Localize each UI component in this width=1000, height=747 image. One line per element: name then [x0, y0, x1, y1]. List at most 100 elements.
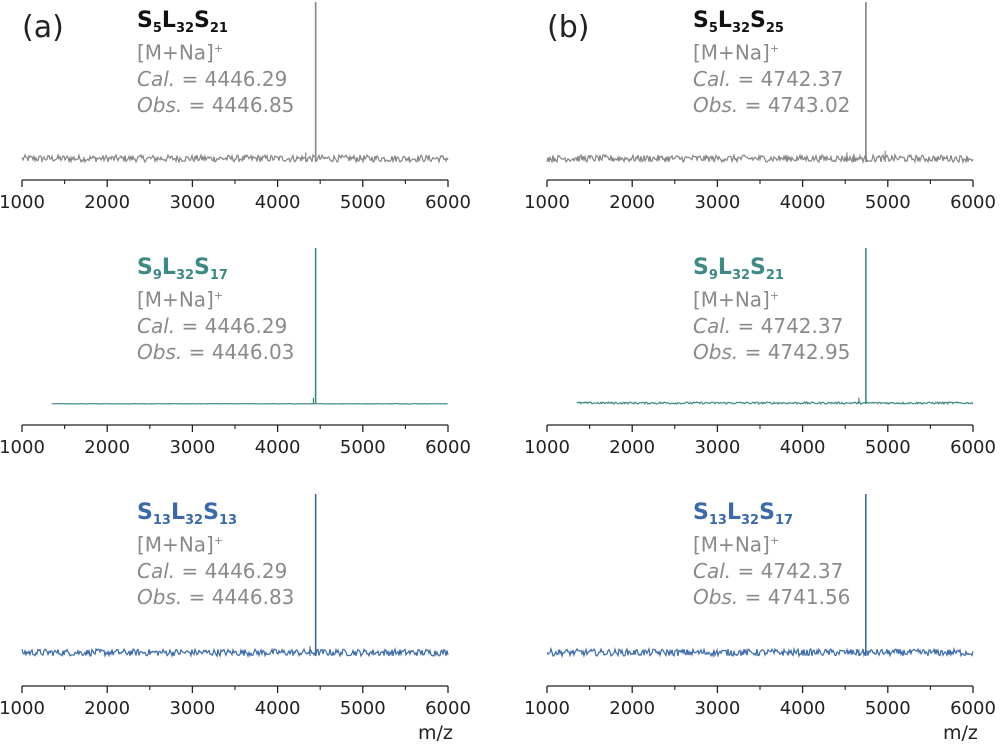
- x-tick-label: 1000: [524, 698, 570, 719]
- peak-annotation: S5L32S25 [M+Na]+ Cal. = 4742.37 Obs. = 4743…: [693, 8, 850, 118]
- calculated-mass-label: Cal.: [137, 313, 176, 338]
- ion-text: [M+Na]: [693, 40, 770, 65]
- x-axis: 1000 2000 3000 4000 5000 6000: [0, 179, 471, 213]
- x-tick-label: 2000: [84, 437, 130, 458]
- ion-text: [M+Na]: [137, 40, 214, 65]
- ion-type: [M+Na]+: [693, 528, 850, 558]
- x-tick-label: 4000: [255, 437, 301, 458]
- calculated-mass-label: Cal.: [693, 66, 732, 91]
- calculated-mass: Cal. = 4446.29: [137, 558, 294, 584]
- x-axis: 1000 2000 3000 4000 5000 6000: [524, 179, 996, 213]
- x-tick-label: 6000: [950, 192, 996, 213]
- x-tick-label: 4000: [780, 698, 826, 719]
- ion-text: [M+Na]: [137, 287, 214, 312]
- ion-type: [M+Na]+: [693, 36, 850, 66]
- observed-mass-label: Obs.: [693, 339, 739, 364]
- title-subscript: 13: [218, 513, 238, 528]
- observed-mass-label: Obs.: [137, 339, 183, 364]
- x-tick-label: 5000: [865, 698, 911, 719]
- title-letter: L: [726, 500, 741, 525]
- title-subscript: 21: [209, 21, 228, 36]
- sequence-title: S13L32S17: [693, 500, 850, 528]
- ion-text: [M+Na]: [137, 532, 214, 557]
- peak-annotation: S5L32S21 [M+Na]+ Cal. = 4446.29 Obs. = 4446…: [137, 8, 294, 118]
- x-axis: 1000 2000 3000 4000 5000 6000: [0, 685, 471, 719]
- ion-charge: +: [769, 534, 780, 547]
- x-tick-label: 1000: [0, 192, 45, 213]
- title-subscript: 13: [708, 513, 727, 528]
- observed-mass-label: Obs.: [693, 92, 739, 117]
- calculated-mass-label: Cal.: [137, 558, 176, 583]
- x-tick-label: 5000: [340, 698, 386, 719]
- title-letter: S: [693, 255, 709, 280]
- baseline-trace: [576, 400, 974, 406]
- title-subscript: 17: [774, 513, 794, 528]
- ion-charge: +: [213, 289, 224, 302]
- title-subscript: 32: [731, 268, 751, 283]
- calculated-mass-value: = 4742.37: [731, 313, 844, 338]
- title-letter: S: [693, 500, 709, 525]
- title-letter: L: [170, 500, 185, 525]
- peak-annotation: S13L32S13 [M+Na]+ Cal. = 4446.29 Obs. = 444…: [137, 500, 294, 610]
- x-tick-label: 4000: [780, 437, 826, 458]
- x-axis-title: m/z: [418, 722, 453, 744]
- ion-type: [M+Na]+: [137, 36, 294, 66]
- calculated-mass-value: = 4446.29: [175, 313, 288, 338]
- panel-label-b: (b): [547, 10, 590, 45]
- baseline-trace: [21, 153, 449, 165]
- spectrum-0: 1000 2000 3000 4000 5000 6000: [0, 2, 471, 213]
- observed-mass-value: = 4742.95: [738, 339, 851, 364]
- title-subscript: 32: [740, 513, 760, 528]
- observed-mass-label: Obs.: [137, 584, 183, 609]
- title-subscript: 32: [175, 268, 195, 283]
- x-tick-label: 3000: [694, 192, 740, 213]
- observed-mass-value: = 4446.85: [182, 92, 295, 117]
- observed-mass: Obs. = 4742.95: [693, 339, 850, 365]
- title-subscript: 5: [152, 21, 162, 36]
- title-subscript: 5: [708, 21, 718, 36]
- calculated-mass-label: Cal.: [137, 66, 176, 91]
- x-tick-label: 5000: [865, 192, 911, 213]
- observed-mass-value: = 4446.83: [182, 584, 295, 609]
- x-tick-label: 1000: [0, 698, 45, 719]
- sequence-title: S9L32S17: [137, 255, 294, 283]
- x-tick-label: 3000: [694, 437, 740, 458]
- observed-mass-value: = 4446.03: [182, 339, 295, 364]
- calculated-mass: Cal. = 4742.37: [693, 66, 850, 92]
- calculated-mass: Cal. = 4446.29: [137, 66, 294, 92]
- title-letter: L: [717, 8, 732, 33]
- sequence-title: S5L32S21: [137, 8, 294, 36]
- ion-charge: +: [213, 42, 224, 55]
- title-subscript: 13: [152, 513, 171, 528]
- title-subscript: 32: [184, 513, 204, 528]
- observed-mass: Obs. = 4741.56: [693, 584, 850, 610]
- observed-mass: Obs. = 4743.02: [693, 92, 850, 118]
- baseline-trace: [546, 152, 974, 165]
- observed-mass-label: Obs.: [137, 92, 183, 117]
- x-tick-label: 6000: [950, 437, 996, 458]
- x-tick-label: 5000: [865, 437, 911, 458]
- title-letter: S: [203, 500, 219, 525]
- x-tick-label: 1000: [524, 192, 570, 213]
- spectrum-2: 1000 2000 3000 4000 5000 6000: [0, 494, 471, 719]
- x-tick-label: 3000: [169, 192, 215, 213]
- observed-mass-label: Obs.: [693, 584, 739, 609]
- ion-text: [M+Na]: [693, 532, 770, 557]
- ion-type: [M+Na]+: [137, 528, 294, 558]
- title-letter: S: [693, 8, 709, 33]
- x-tick-label: 3000: [694, 698, 740, 719]
- x-tick-label: 2000: [609, 698, 655, 719]
- peak-annotation: S9L32S17 [M+Na]+ Cal. = 4446.29 Obs. = 4446…: [137, 255, 294, 365]
- calculated-mass-value: = 4446.29: [175, 66, 288, 91]
- title-letter: S: [750, 255, 766, 280]
- sequence-title: S5L32S25: [693, 8, 850, 36]
- observed-mass-value: = 4741.56: [738, 584, 851, 609]
- title-letter: S: [750, 8, 766, 33]
- title-subscript: 9: [708, 268, 718, 283]
- title-subscript: 32: [175, 21, 195, 36]
- title-letter: S: [759, 500, 775, 525]
- peak-annotation: S9L32S21 [M+Na]+ Cal. = 4742.37 Obs. = 4742…: [693, 255, 850, 365]
- spectrum-5: 1000 2000 3000 4000 5000 6000: [524, 494, 996, 719]
- title-subscript: 9: [152, 268, 162, 283]
